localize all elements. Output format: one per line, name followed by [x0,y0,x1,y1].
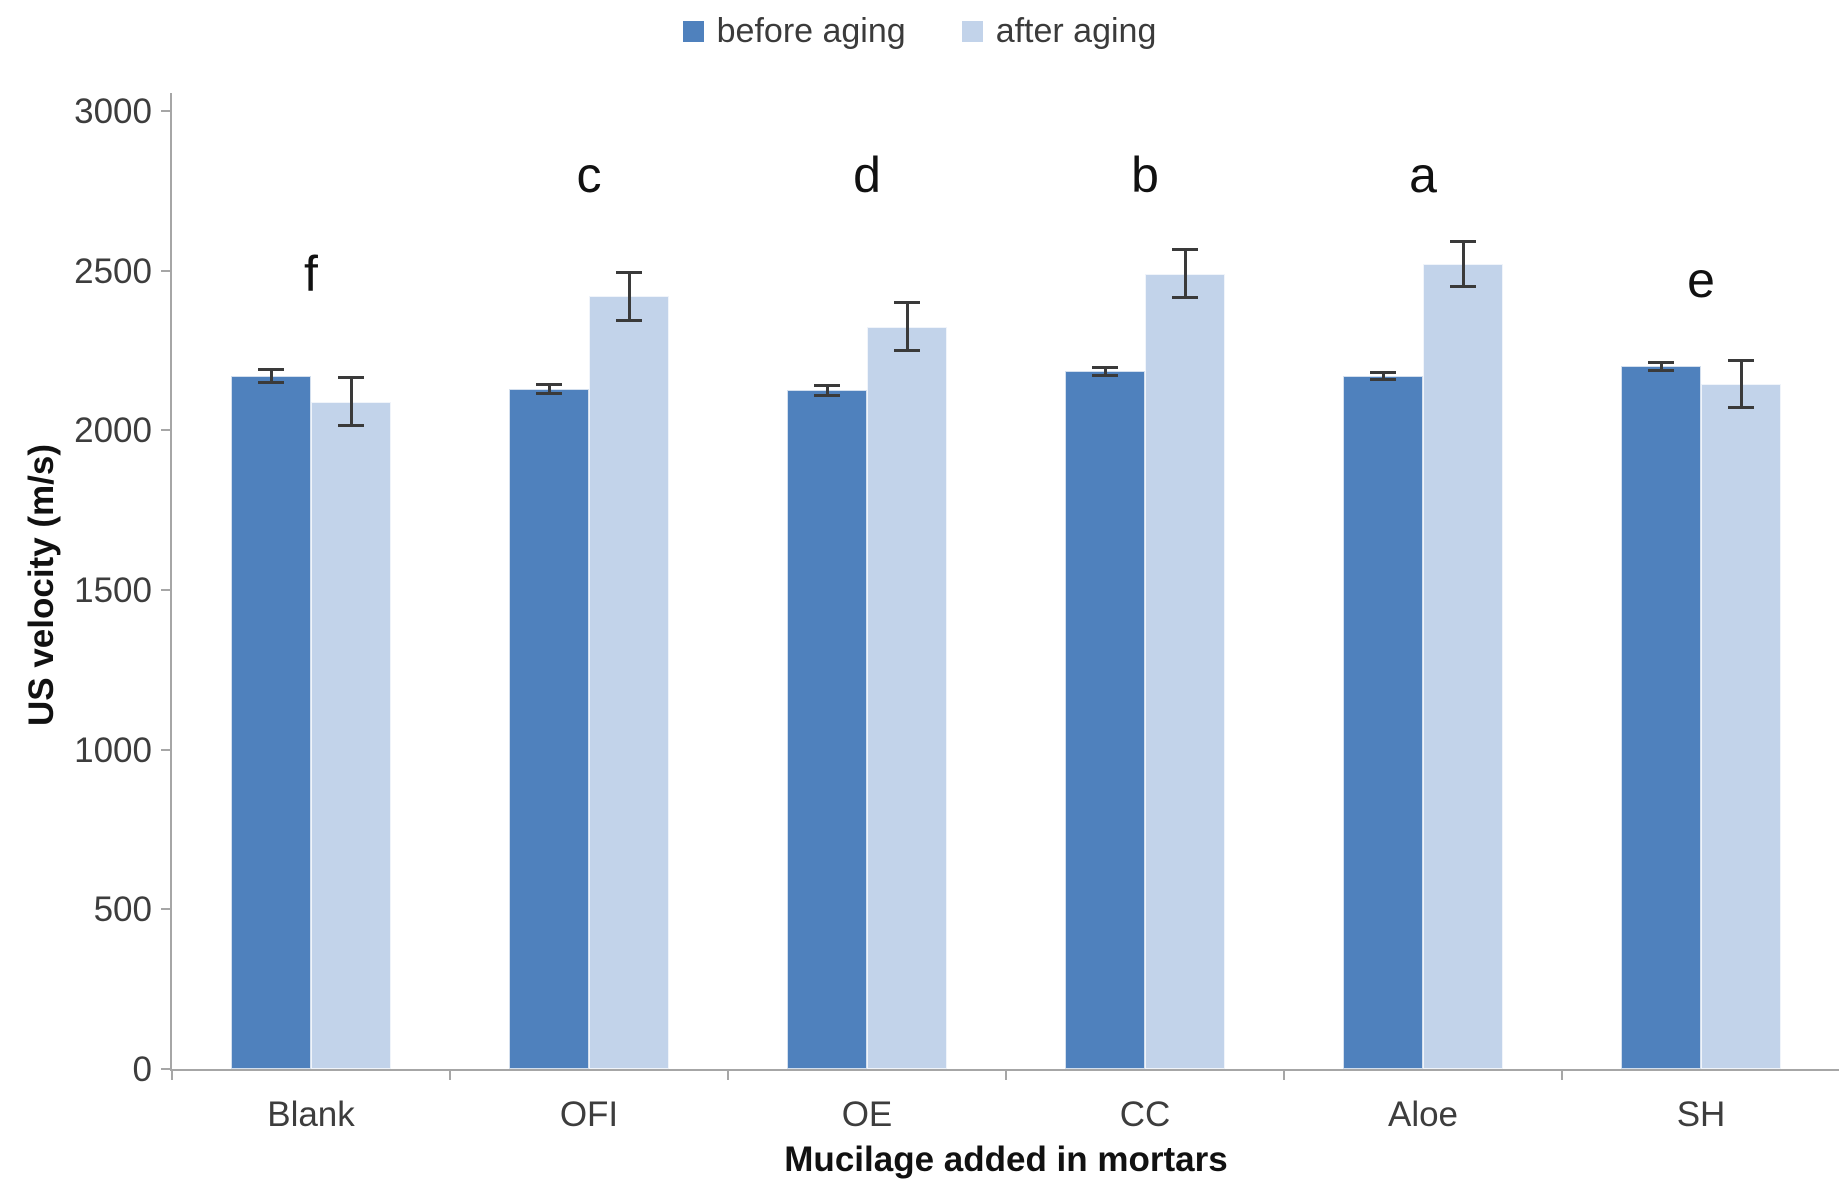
error-bar-cap-top [894,301,920,305]
error-bar-line [1659,362,1663,371]
category-label-Blank: Blank [267,1095,355,1134]
error-bar-line [349,377,353,426]
significance-letter-OE: d [853,146,881,203]
error-bar-cap-bottom [894,349,920,352]
error-bar-cap-top [616,270,642,274]
error-bar-cap-top [258,368,284,372]
legend-item-after-aging: after aging [961,12,1157,50]
error-bar-line [547,384,551,394]
legend-swatch-after-aging [961,20,983,42]
error-bar-cap-top [338,376,364,380]
significance-letter-OFI: c [576,146,602,203]
error-bar-cap-top [1728,358,1754,362]
bar-after-aging-OFI [589,296,669,1069]
legend-item-before-aging: before aging [682,12,906,50]
error-bar-line [1461,241,1465,287]
bar-after-aging-Blank [311,401,391,1069]
bar-before-aging-CC [1065,371,1145,1069]
error-bar-cap-bottom [536,392,562,396]
error-bar-cap-top [536,382,562,386]
significance-letter-CC: b [1131,146,1159,203]
category-label-Aloe: Aloe [1387,1095,1459,1134]
category-label-CC: CC [1119,1095,1171,1134]
x-axis-title: Mucilage added in mortars [784,1140,1228,1179]
y-axis-tick-label: 1000 [74,730,152,770]
category-label-OE: OE [841,1095,893,1134]
error-bar-cap-top [1648,361,1674,365]
error-bar-cap-bottom [258,380,284,384]
bar-before-aging-OFI [509,388,589,1069]
bar-before-aging-Blank [231,376,311,1069]
bar-after-aging-SH [1701,384,1781,1069]
error-bar-line [1381,372,1385,380]
error-bar-cap-bottom [1648,368,1674,372]
error-bar-line [1739,360,1743,408]
bar-after-aging-Aloe [1423,264,1503,1069]
bar-after-aging-OE [867,326,947,1069]
error-bar-line [627,272,631,321]
significance-letter-Aloe: a [1409,146,1437,203]
y-axis-tick-label: 2500 [74,251,152,291]
x-axis-tick [449,1069,451,1080]
error-bar-cap-top [1092,365,1118,369]
y-axis-tick [161,110,171,112]
error-bar-cap-bottom [1450,285,1476,289]
error-bar-cap-bottom [1092,373,1118,377]
error-bar-cap-bottom [1728,406,1754,410]
bar-before-aging-OE [787,390,867,1069]
y-axis-tick [161,429,171,432]
y-axis-tick [161,589,171,591]
y-axis-tick [161,748,171,751]
error-bar-cap-bottom [338,424,364,428]
error-bar-line [1103,367,1107,376]
bar-after-aging-CC [1145,273,1225,1069]
x-axis-tick [727,1069,729,1080]
bar-before-aging-Aloe [1343,376,1423,1069]
category-label-OFI: OFI [559,1095,619,1134]
legend-label-before-aging: before aging [716,12,906,50]
y-axis-line [170,93,172,1071]
x-axis-tick [1283,1069,1285,1080]
legend-label-after-aging: after aging [995,12,1157,50]
error-bar-cap-bottom [1370,378,1396,382]
y-axis-tick [161,1068,171,1070]
error-bar-cap-bottom [1172,296,1198,300]
y-axis-tick [161,269,171,272]
category-label-SH: SH [1676,1095,1726,1134]
significance-letter-Blank: f [304,245,318,302]
x-axis-tick [1005,1069,1007,1080]
error-bar-cap-bottom [814,393,840,397]
y-axis-tick-label: 0 [132,1050,152,1089]
y-axis-tick-label: 3000 [74,92,152,131]
y-axis-tick [161,908,171,911]
x-axis-tick [171,1069,173,1080]
error-bar-cap-bottom [616,318,642,322]
chart-legend: before aging after aging [0,14,1839,48]
y-axis-tick-label: 1500 [74,571,152,610]
error-bar-cap-top [1450,240,1476,244]
error-bar-line [905,302,909,351]
error-bar-line [269,369,273,383]
y-axis-title: US velocity (m/s) [22,443,61,727]
error-bar-cap-top [1172,248,1198,252]
error-bar-cap-top [1370,370,1396,374]
error-bar-line [825,385,829,396]
error-bar-cap-top [814,384,840,388]
y-axis-tick-label: 2000 [74,411,152,451]
x-axis-tick [1561,1069,1563,1080]
error-bar-line [1183,249,1187,298]
y-axis-tick-label: 500 [93,890,152,930]
legend-swatch-before-aging [682,20,704,42]
significance-letter-SH: e [1687,252,1715,309]
x-axis-line [170,1069,1839,1071]
bar-before-aging-SH [1621,366,1701,1069]
